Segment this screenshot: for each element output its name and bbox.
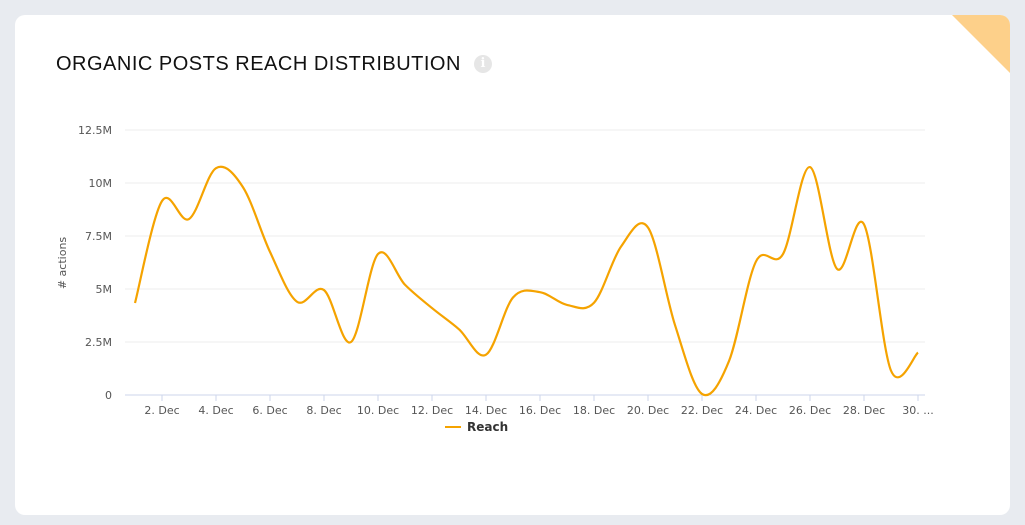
y-tick-label: 0 xyxy=(105,389,112,402)
x-tick-label: 30. ... xyxy=(902,404,933,417)
legend-item-reach[interactable]: Reach xyxy=(445,420,508,434)
y-axis-label: # actions xyxy=(56,237,69,290)
zoom-corner[interactable] xyxy=(952,15,1010,73)
x-tick-label: 12. Dec xyxy=(411,404,453,417)
legend-line-icon xyxy=(445,426,461,428)
y-tick-label: 7.5M xyxy=(85,230,112,243)
y-tick-label: 12.5M xyxy=(78,124,112,137)
x-tick-label: 10. Dec xyxy=(357,404,399,417)
y-tick-label: 2.5M xyxy=(85,336,112,349)
x-tick-label: 22. Dec xyxy=(681,404,723,417)
x-tick-label: 28. Dec xyxy=(843,404,885,417)
legend-label: Reach xyxy=(467,420,509,434)
x-tick-label: 14. Dec xyxy=(465,404,507,417)
x-tick-label: 4. Dec xyxy=(198,404,233,417)
x-tick-label: 24. Dec xyxy=(735,404,777,417)
x-tick-label: 8. Dec xyxy=(306,404,341,417)
chart-title: ORGANIC POSTS REACH DISTRIBUTION xyxy=(56,53,461,75)
x-tick-label: 6. Dec xyxy=(252,404,287,417)
x-tick-label: 20. Dec xyxy=(627,404,669,417)
x-tick-label: 18. Dec xyxy=(573,404,615,417)
x-tick-label: 16. Dec xyxy=(519,404,561,417)
x-tick-label: 2. Dec xyxy=(144,404,179,417)
x-tick-label: 26. Dec xyxy=(789,404,831,417)
y-tick-label: 10M xyxy=(89,177,113,190)
info-icon[interactable]: i xyxy=(474,55,492,73)
series-line-reach xyxy=(133,165,919,397)
search-icon[interactable] xyxy=(15,23,37,45)
y-tick-label: 5M xyxy=(96,283,113,296)
